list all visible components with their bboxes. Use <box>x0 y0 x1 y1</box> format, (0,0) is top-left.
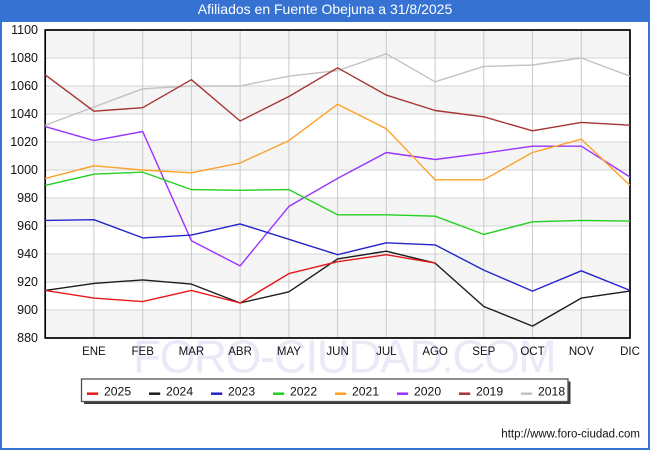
svg-text:2019: 2019 <box>476 385 503 399</box>
svg-text:ABR: ABR <box>228 346 252 358</box>
svg-text:ENE: ENE <box>82 346 106 358</box>
svg-text:OCT: OCT <box>520 346 544 358</box>
svg-text:http://www.foro-ciudad.com: http://www.foro-ciudad.com <box>501 429 640 441</box>
svg-text:1080: 1080 <box>10 51 38 65</box>
svg-text:940: 940 <box>17 247 38 261</box>
svg-text:AGO: AGO <box>422 346 448 358</box>
svg-text:NOV: NOV <box>569 346 594 358</box>
svg-text:MAY: MAY <box>277 346 301 358</box>
svg-text:2022: 2022 <box>290 385 317 399</box>
svg-text:SEP: SEP <box>472 346 495 358</box>
svg-text:2023: 2023 <box>228 385 255 399</box>
svg-text:900: 900 <box>17 303 38 317</box>
svg-text:FEB: FEB <box>132 346 155 358</box>
svg-text:FORO-CIUDAD.COM: FORO-CIUDAD.COM <box>133 331 555 383</box>
svg-text:960: 960 <box>17 219 38 233</box>
svg-text:1020: 1020 <box>10 135 38 149</box>
svg-text:920: 920 <box>17 275 38 289</box>
svg-text:JUL: JUL <box>376 346 397 358</box>
svg-text:980: 980 <box>17 191 38 205</box>
svg-text:1040: 1040 <box>10 107 38 121</box>
svg-text:2021: 2021 <box>352 385 379 399</box>
svg-text:DIC: DIC <box>620 346 640 358</box>
svg-text:2025: 2025 <box>104 385 131 399</box>
svg-text:1060: 1060 <box>10 79 38 93</box>
svg-text:1100: 1100 <box>11 23 38 37</box>
svg-text:880: 880 <box>17 331 38 345</box>
svg-text:JUN: JUN <box>326 346 348 358</box>
svg-text:2020: 2020 <box>414 385 441 399</box>
svg-text:2018: 2018 <box>538 385 565 399</box>
svg-text:MAR: MAR <box>179 346 205 358</box>
svg-text:2024: 2024 <box>166 385 193 399</box>
svg-text:1000: 1000 <box>10 163 38 177</box>
